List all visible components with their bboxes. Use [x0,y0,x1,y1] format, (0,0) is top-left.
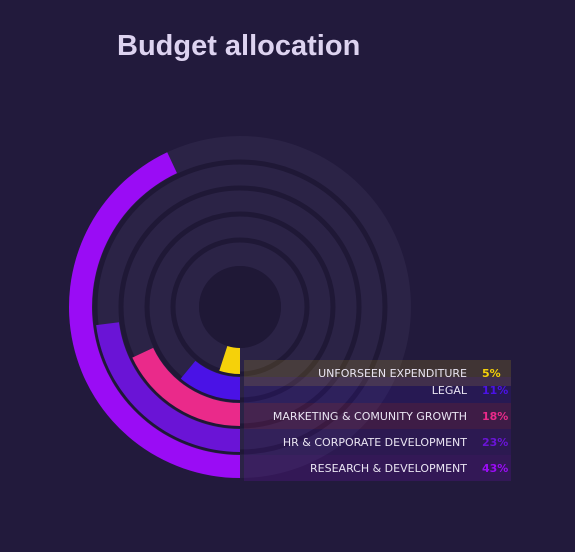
legend-row-unforseen-expenditure: UNFORSEEN EXPENDITURE 5% [244,360,511,386]
legend-row-bg [244,455,511,481]
legend-label: RESEARCH & DEVELOPMENT [310,462,467,475]
legend-row-research-development: RESEARCH & DEVELOPMENT 43% [244,455,511,481]
legend-value: 23% [482,436,508,449]
legend-row-bg [244,360,511,386]
legend-value: 18% [482,410,508,423]
arc-marketing-comunity-growth [132,347,240,426]
legend-row-bg [244,403,511,429]
legend-label: MARKETING & COMUNITY GROWTH [273,410,467,423]
legend-row-bg [244,429,511,455]
legend-label: HR & CORPORATE DEVELOPMENT [283,436,467,449]
legend-row-marketing-comunity-growth: MARKETING & COMUNITY GROWTH 18% [244,403,511,429]
arc-legal [180,360,240,400]
legend-label: UNFORSEEN EXPENDITURE [318,367,467,380]
arc-research-development [69,152,240,478]
legend-value: 11% [482,384,508,397]
arc-unforseen-expenditure [219,345,240,374]
legend-value: 43% [482,462,508,475]
arc-hr-corporate-development [96,322,240,452]
legend-row-hr-corporate-development: HR & CORPORATE DEVELOPMENT 23% [244,429,511,455]
legend-value: 5% [482,367,501,380]
chart-title: Budget allocation [117,30,361,62]
track-center [199,266,281,348]
legend-label: LEGAL [432,384,468,397]
chart-legend: UNFORSEEN EXPENDITURE 5% LEGAL 11% MARKETING… [244,360,511,481]
chart-arcs [69,152,240,478]
legend-row-legal: LEGAL 11% [244,377,511,403]
legend-row-bg [244,377,511,403]
